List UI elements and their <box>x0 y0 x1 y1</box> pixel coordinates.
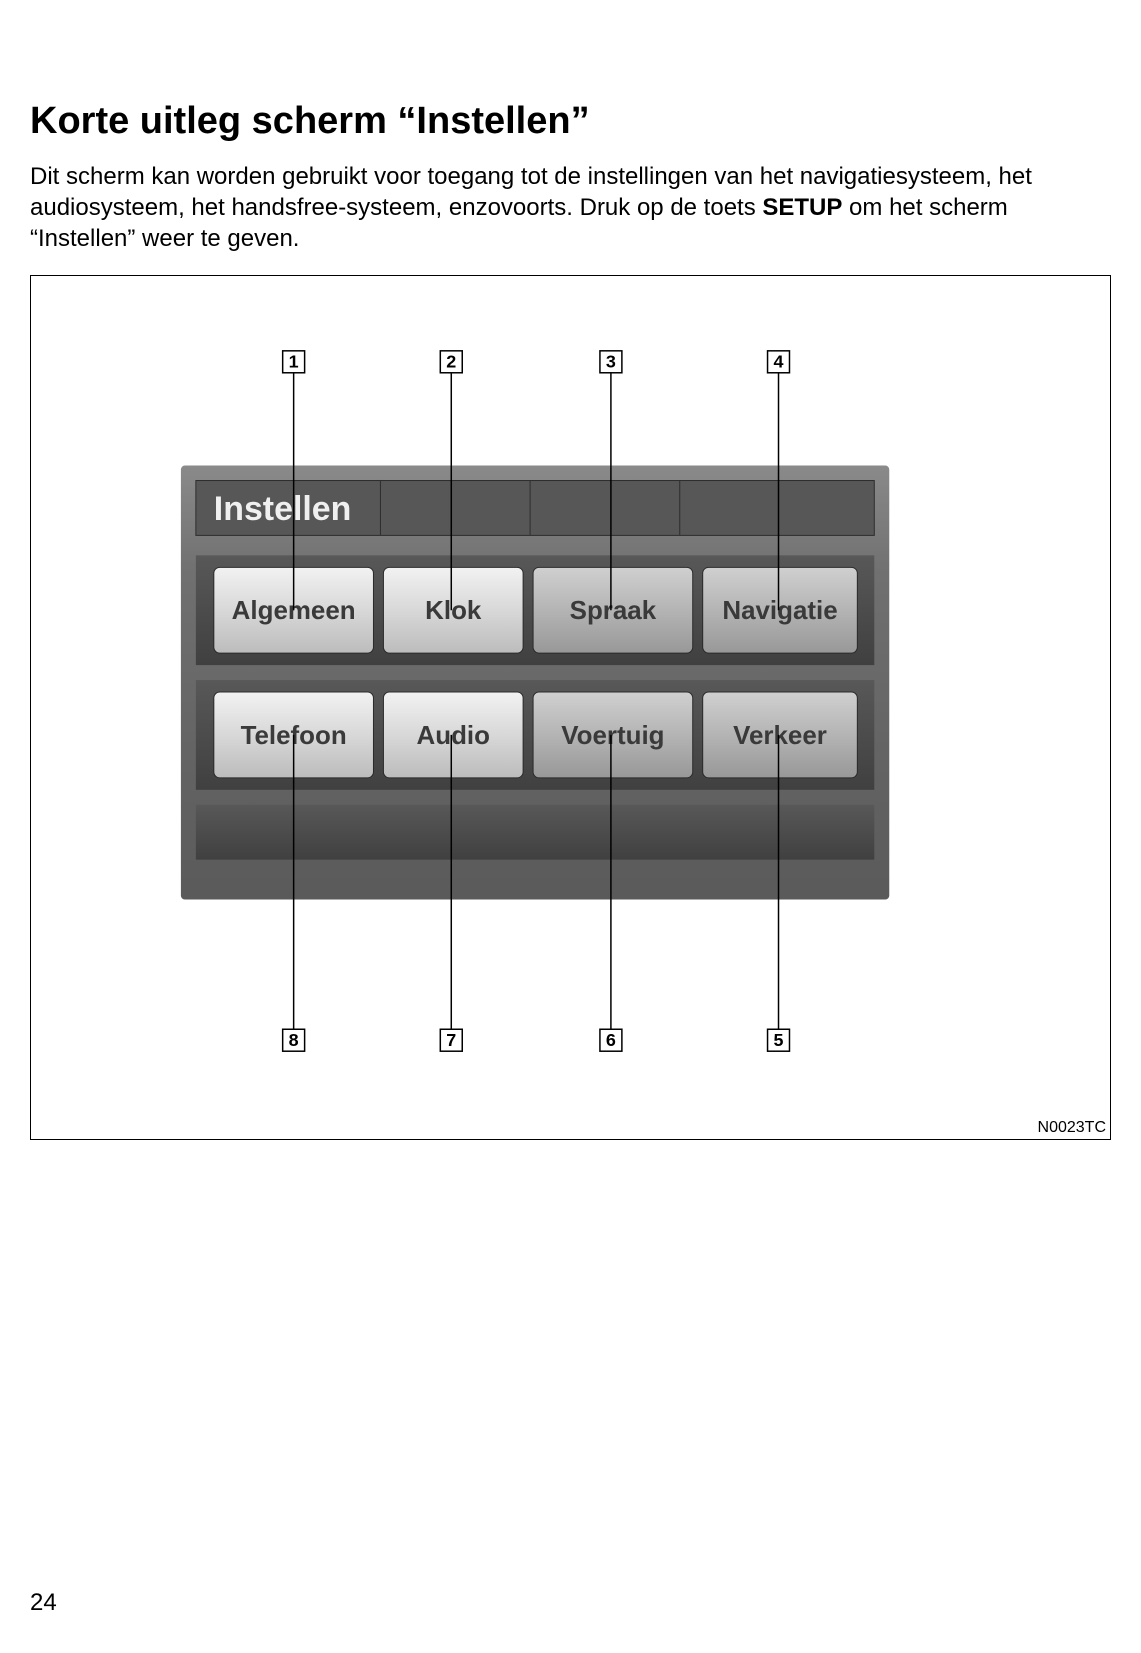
callout-number: 2 <box>446 351 456 371</box>
row1-button-3[interactable]: Spraak <box>533 567 693 653</box>
row1-button-4[interactable]: Navigatie <box>703 567 858 653</box>
callout-number: 5 <box>774 1030 784 1050</box>
row1-button-2[interactable]: Klok <box>383 567 523 653</box>
button-label: Spraak <box>570 597 657 625</box>
figure-svg: Instellen AlgemeenKlokSpraakNavigatie Te… <box>31 276 1110 1139</box>
row2-button-3[interactable]: Voertuig <box>533 692 693 778</box>
page-title: Korte uitleg scherm “Instellen” <box>30 100 1111 143</box>
callout-number: 1 <box>289 351 299 371</box>
callout-number: 3 <box>606 351 616 371</box>
manual-page: Korte uitleg scherm “Instellen” Dit sche… <box>0 0 1141 1653</box>
button-label: Audio <box>417 721 490 749</box>
callout-number: 7 <box>446 1030 456 1050</box>
figure-id-label: N0023TC <box>1038 1119 1106 1137</box>
button-label: Klok <box>425 597 482 625</box>
button-label: Voertuig <box>561 721 664 749</box>
intro-paragraph: Dit scherm kan worden gebruikt voor toeg… <box>30 161 1111 255</box>
callout-number: 6 <box>606 1030 616 1050</box>
figure-frame: Instellen AlgemeenKlokSpraakNavigatie Te… <box>30 275 1111 1140</box>
callout-number: 4 <box>774 351 784 371</box>
row2-button-2[interactable]: Audio <box>383 692 523 778</box>
screen-bottom-bar <box>196 804 874 859</box>
callout-number: 8 <box>289 1030 299 1050</box>
button-label: Verkeer <box>733 721 827 749</box>
page-number: 24 <box>30 1589 57 1617</box>
intro-bold-key: SETUP <box>762 194 842 221</box>
screen-title: Instellen <box>214 490 352 528</box>
row2-button-4[interactable]: Verkeer <box>703 692 858 778</box>
button-label: Navigatie <box>722 597 837 625</box>
